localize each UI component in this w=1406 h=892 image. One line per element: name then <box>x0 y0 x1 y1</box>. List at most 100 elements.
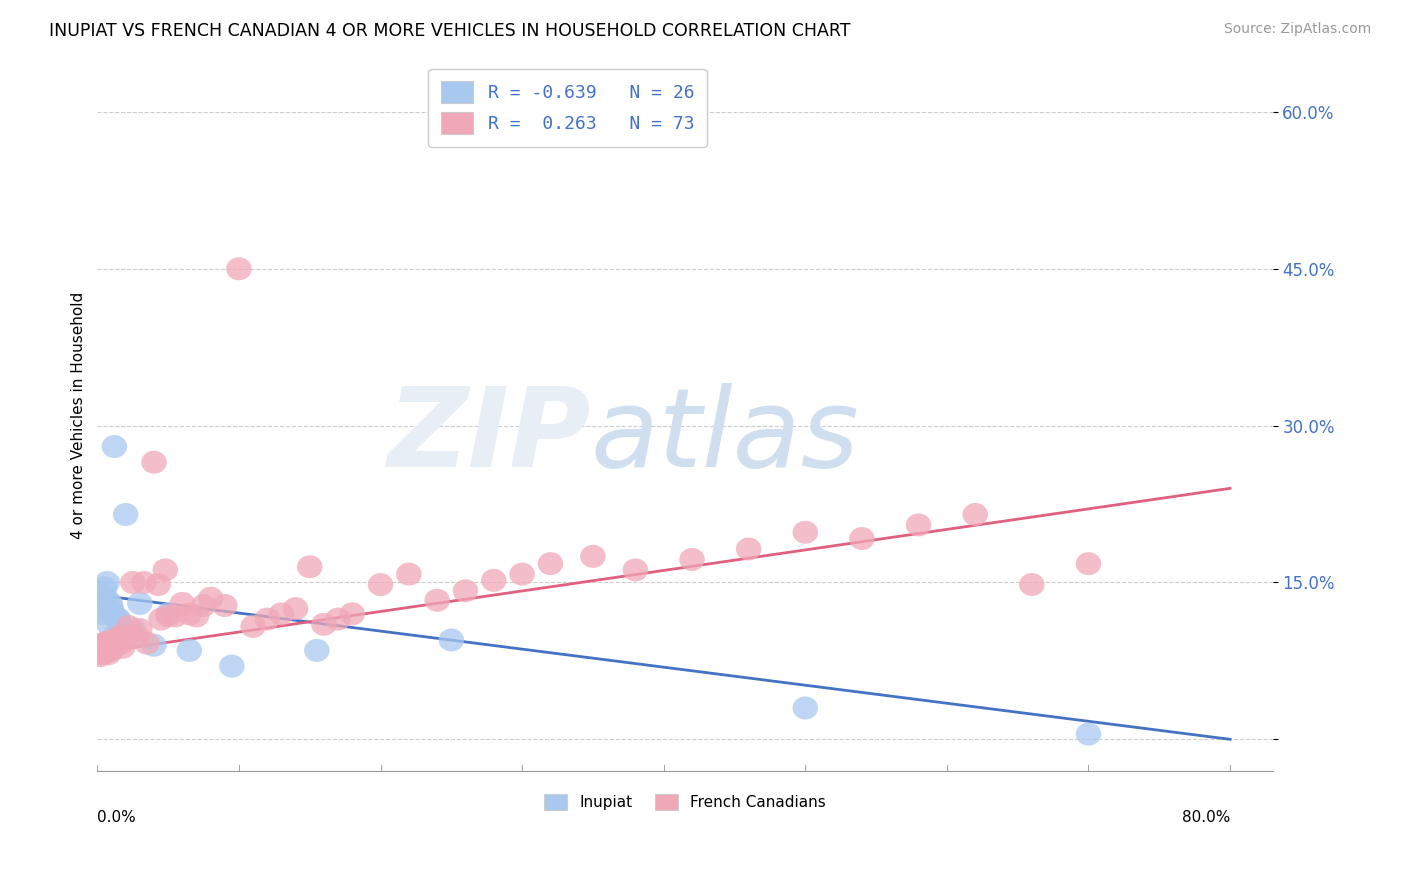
Ellipse shape <box>425 589 450 612</box>
Ellipse shape <box>1076 723 1101 746</box>
Ellipse shape <box>297 556 322 578</box>
Ellipse shape <box>91 576 117 599</box>
Ellipse shape <box>96 642 121 665</box>
Ellipse shape <box>98 636 124 659</box>
Ellipse shape <box>141 450 167 474</box>
Ellipse shape <box>94 637 120 660</box>
Ellipse shape <box>100 637 125 660</box>
Ellipse shape <box>141 633 167 657</box>
Ellipse shape <box>623 558 648 582</box>
Ellipse shape <box>89 642 114 665</box>
Ellipse shape <box>89 636 114 659</box>
Ellipse shape <box>101 435 127 458</box>
Ellipse shape <box>100 602 125 625</box>
Ellipse shape <box>90 602 115 625</box>
Text: 0.0%: 0.0% <box>97 810 136 825</box>
Ellipse shape <box>120 571 145 594</box>
Ellipse shape <box>793 697 818 720</box>
Ellipse shape <box>87 582 112 605</box>
Ellipse shape <box>87 644 112 667</box>
Ellipse shape <box>184 605 209 627</box>
Text: Source: ZipAtlas.com: Source: ZipAtlas.com <box>1223 22 1371 37</box>
Ellipse shape <box>311 613 336 636</box>
Ellipse shape <box>127 592 153 615</box>
Ellipse shape <box>96 636 121 659</box>
Ellipse shape <box>156 602 181 625</box>
Ellipse shape <box>191 594 217 617</box>
Ellipse shape <box>104 629 129 651</box>
Ellipse shape <box>93 640 118 663</box>
Ellipse shape <box>226 257 252 280</box>
Ellipse shape <box>963 503 988 526</box>
Text: ZIP: ZIP <box>388 383 591 490</box>
Ellipse shape <box>396 563 422 586</box>
Ellipse shape <box>86 587 111 609</box>
Ellipse shape <box>97 639 122 662</box>
Ellipse shape <box>112 625 138 648</box>
Ellipse shape <box>103 624 128 647</box>
Ellipse shape <box>283 597 308 620</box>
Ellipse shape <box>96 613 121 636</box>
Ellipse shape <box>453 579 478 602</box>
Ellipse shape <box>86 639 111 662</box>
Ellipse shape <box>304 639 329 662</box>
Ellipse shape <box>98 631 124 654</box>
Ellipse shape <box>163 605 188 627</box>
Ellipse shape <box>98 597 124 620</box>
Ellipse shape <box>325 607 350 631</box>
Ellipse shape <box>90 641 115 664</box>
Ellipse shape <box>131 571 157 594</box>
Ellipse shape <box>87 633 112 657</box>
Ellipse shape <box>170 592 195 615</box>
Ellipse shape <box>89 597 114 620</box>
Ellipse shape <box>110 636 135 659</box>
Ellipse shape <box>111 629 136 651</box>
Ellipse shape <box>439 629 464 651</box>
Ellipse shape <box>368 573 394 596</box>
Ellipse shape <box>212 594 238 617</box>
Ellipse shape <box>177 639 202 662</box>
Ellipse shape <box>103 632 128 655</box>
Text: INUPIAT VS FRENCH CANADIAN 4 OR MORE VEHICLES IN HOUSEHOLD CORRELATION CHART: INUPIAT VS FRENCH CANADIAN 4 OR MORE VEH… <box>49 22 851 40</box>
Ellipse shape <box>481 569 506 592</box>
Ellipse shape <box>1076 552 1101 575</box>
Ellipse shape <box>107 631 132 654</box>
Ellipse shape <box>198 587 224 609</box>
Ellipse shape <box>101 629 127 651</box>
Ellipse shape <box>108 632 134 655</box>
Ellipse shape <box>115 615 141 638</box>
Ellipse shape <box>537 552 564 575</box>
Ellipse shape <box>679 548 704 571</box>
Ellipse shape <box>94 571 120 594</box>
Ellipse shape <box>581 545 606 568</box>
Y-axis label: 4 or more Vehicles in Household: 4 or more Vehicles in Household <box>72 292 86 539</box>
Ellipse shape <box>127 618 153 641</box>
Ellipse shape <box>124 625 149 648</box>
Ellipse shape <box>120 618 145 641</box>
Ellipse shape <box>94 631 120 654</box>
Ellipse shape <box>735 538 762 560</box>
Ellipse shape <box>905 514 931 536</box>
Ellipse shape <box>90 632 115 656</box>
Ellipse shape <box>112 503 138 526</box>
Ellipse shape <box>93 633 118 657</box>
Ellipse shape <box>145 573 172 596</box>
Ellipse shape <box>156 605 181 627</box>
Ellipse shape <box>91 638 117 661</box>
Ellipse shape <box>1019 573 1045 596</box>
Ellipse shape <box>153 558 179 582</box>
Text: atlas: atlas <box>591 383 859 490</box>
Ellipse shape <box>269 602 294 625</box>
Ellipse shape <box>148 607 174 631</box>
Ellipse shape <box>105 607 131 631</box>
Ellipse shape <box>93 587 118 609</box>
Ellipse shape <box>105 625 131 648</box>
Ellipse shape <box>219 655 245 678</box>
Ellipse shape <box>177 602 202 625</box>
Ellipse shape <box>104 607 129 631</box>
Ellipse shape <box>97 632 122 656</box>
Ellipse shape <box>254 607 280 631</box>
Legend: Inupiat, French Canadians: Inupiat, French Canadians <box>538 788 832 816</box>
Ellipse shape <box>793 521 818 544</box>
Ellipse shape <box>91 632 117 655</box>
